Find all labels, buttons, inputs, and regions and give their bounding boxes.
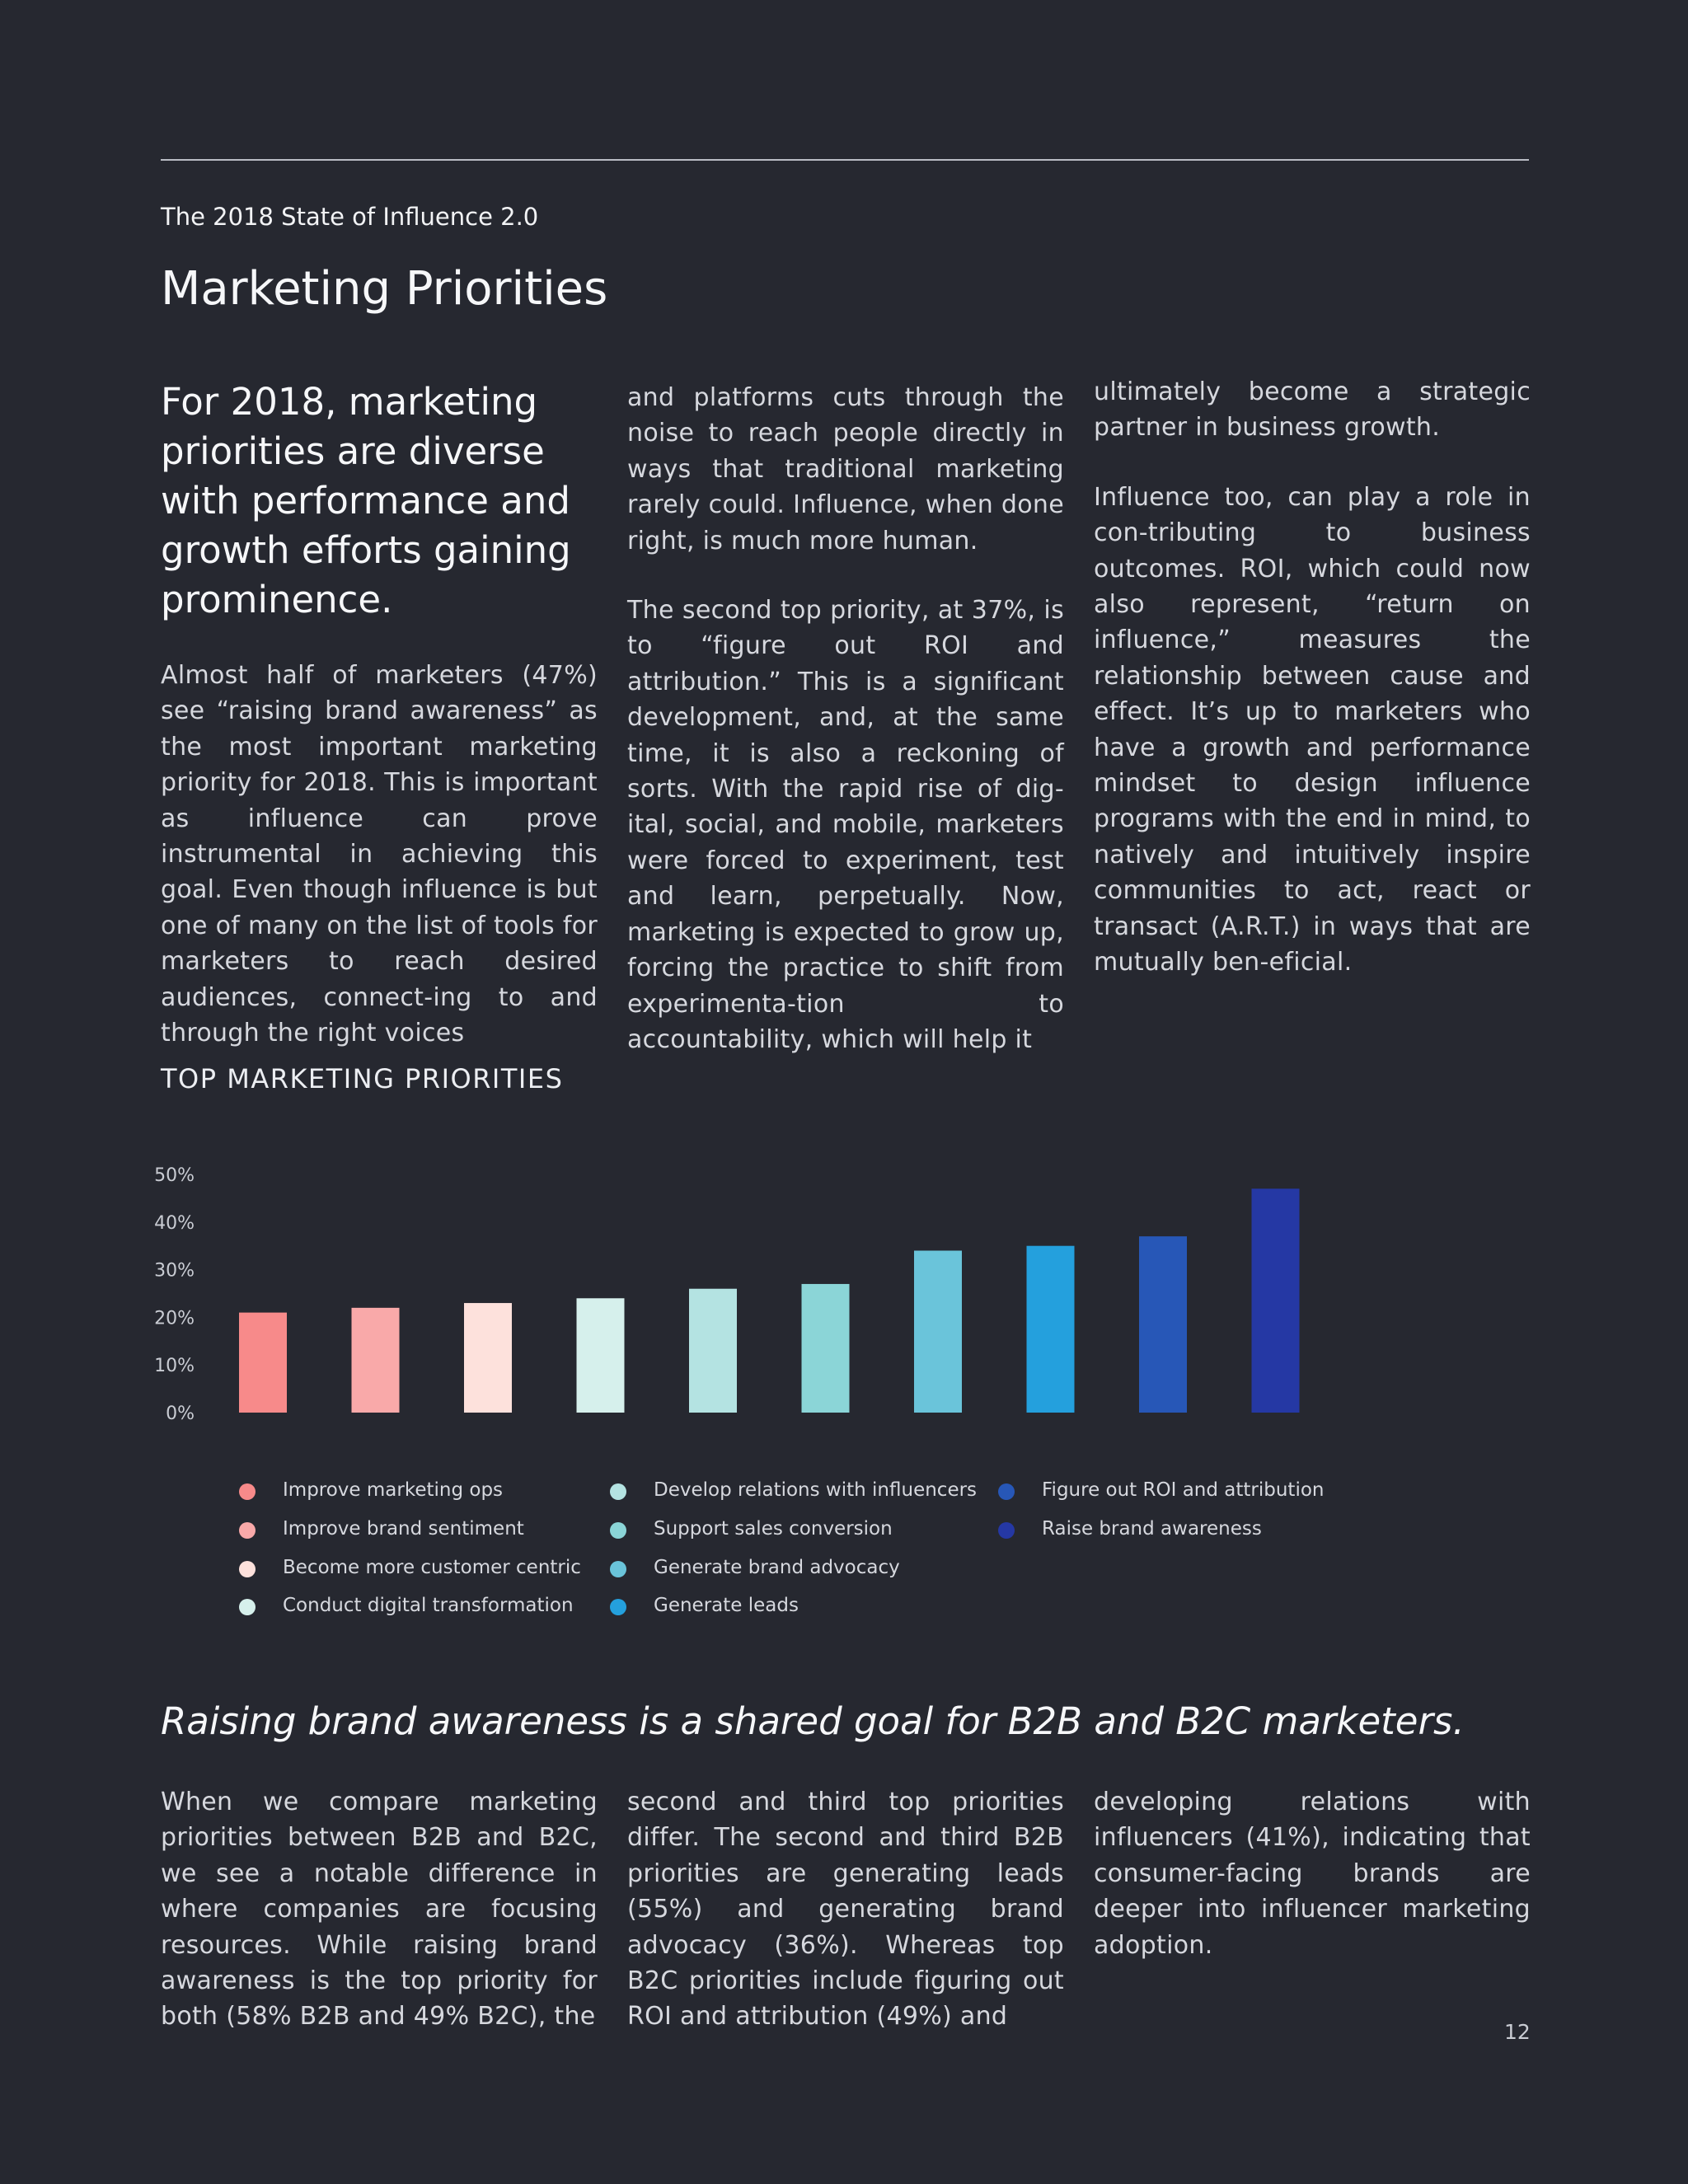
bar (1139, 1236, 1187, 1413)
legend-label: Figure out ROI and attribution (1042, 1479, 1325, 1501)
legend-swatch (610, 1561, 626, 1577)
y-tick-label: 50% (154, 1165, 195, 1186)
header-rule (161, 159, 1529, 161)
bar (576, 1298, 625, 1413)
body-paragraph: second and third top priorities differ. … (627, 1788, 1064, 2032)
y-tick-label: 10% (154, 1356, 195, 1376)
y-tick-label: 20% (154, 1308, 195, 1329)
bar (1026, 1245, 1075, 1413)
legend-label: Improve brand sentiment (283, 1518, 524, 1540)
legend-label: Develop relations with influencers (654, 1479, 978, 1501)
legend-label: Generate leads (654, 1595, 799, 1616)
legend-swatch (610, 1483, 626, 1500)
bar (1251, 1188, 1300, 1413)
bar-chart: 0% 10% 20% 30% 40% 50% (154, 1165, 1300, 1424)
bar (689, 1288, 737, 1413)
y-tick-label: 30% (154, 1261, 195, 1282)
legend-label: Improve marketing ops (283, 1479, 504, 1501)
y-tick-label: 0% (166, 1404, 195, 1424)
legend-swatch (239, 1483, 256, 1500)
legend-swatch (998, 1483, 1015, 1500)
legend-swatch (610, 1522, 626, 1539)
document-title: The 2018 State of Influence 2.0 (161, 203, 539, 231)
bottom-column-2: second and third top priorities differ. … (627, 1784, 1064, 2035)
legend-swatch (239, 1522, 256, 1539)
section-title: Marketing Priorities (161, 262, 608, 316)
lead-statement: For 2018, marketing priorities are diver… (161, 380, 571, 621)
intro-column-1: Almost half of marketers (47%) see “rais… (161, 658, 598, 1051)
legend-swatch (998, 1522, 1015, 1539)
legend-swatch (239, 1561, 256, 1577)
intro-paragraph: Influence too, can play a role in con-tr… (1094, 482, 1531, 977)
intro-paragraph: and platforms cuts through the noise to … (627, 383, 1064, 555)
legend-label: Support sales conversion (654, 1518, 893, 1540)
legend-label: Generate brand advocacy (654, 1557, 900, 1578)
bottom-column-3: developing relations with influencers (4… (1094, 1784, 1531, 1963)
legend-swatch (610, 1599, 626, 1615)
pull-quote: Raising brand awareness is a shared goal… (161, 1699, 1465, 1743)
intro-paragraph: ultimately become a strategic partner in… (1094, 377, 1531, 443)
bar (914, 1250, 962, 1413)
y-tick-label: 40% (154, 1213, 195, 1234)
bar (464, 1303, 512, 1413)
intro-column-3: ultimately become a strategic partner in… (1094, 374, 1531, 981)
bar (801, 1283, 850, 1413)
bar (239, 1312, 287, 1413)
bar (351, 1307, 400, 1413)
legend-swatch (239, 1599, 256, 1615)
body-paragraph: When we compare marketing priorities bet… (161, 1788, 598, 2032)
legend-label: Become more customer centric (283, 1557, 581, 1578)
intro-paragraph: Almost half of marketers (47%) see “rais… (161, 661, 598, 1048)
legend-label: Conduct digital transformation (283, 1595, 574, 1616)
body-paragraph: developing relations with influencers (4… (1094, 1788, 1531, 1960)
page-number: 12 (1504, 2020, 1531, 2044)
intro-column-2: and platforms cuts through the noise to … (627, 380, 1064, 1057)
intro-paragraph: The second top priority, at 37%, is to “… (627, 596, 1064, 1054)
chart-title: TOP MARKETING PRIORITIES (161, 1063, 564, 1094)
legend-label: Raise brand awareness (1042, 1518, 1262, 1540)
bottom-column-1: When we compare marketing priorities bet… (161, 1784, 598, 2035)
